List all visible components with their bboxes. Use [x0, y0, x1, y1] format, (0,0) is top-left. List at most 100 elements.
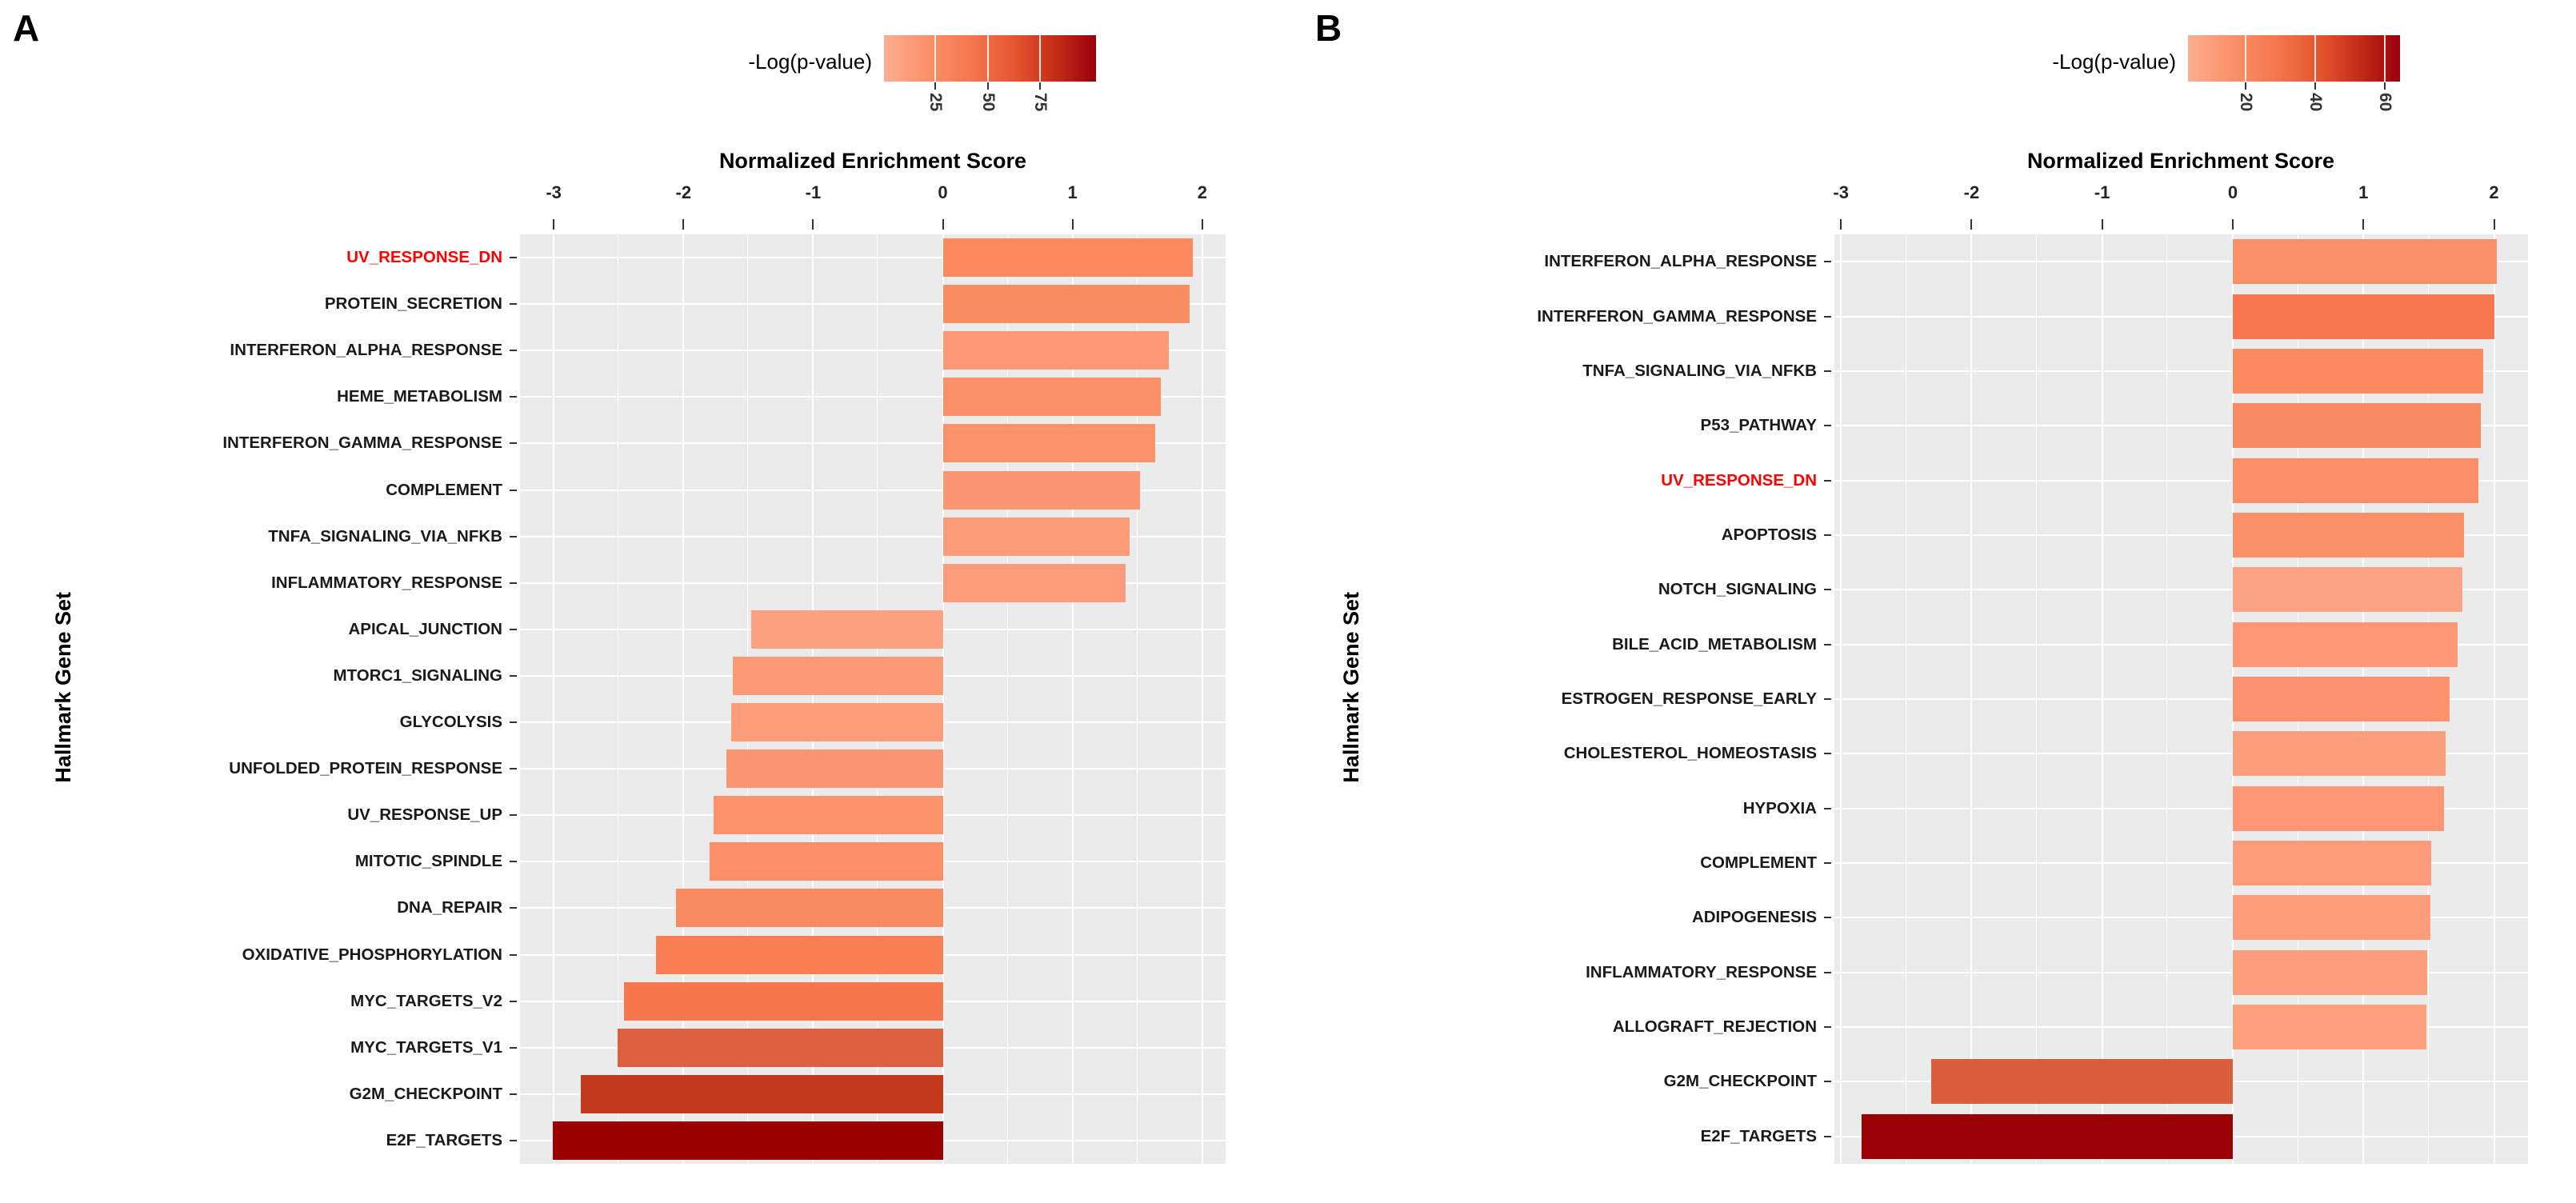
y-tick — [510, 396, 517, 398]
x-tick-label: 2 — [2489, 182, 2499, 202]
x-tick-mark — [2362, 219, 2365, 230]
y-tick — [1824, 425, 1831, 427]
bar-INTERFERON_ALPHA_RESPONSE — [2232, 239, 2497, 285]
bar-MYC_TARGETS_V2 — [623, 981, 943, 1021]
gridline-major — [1201, 234, 1203, 1164]
y-label-UNFOLDED_PROTEIN_RESPONSE: UNFOLDED_PROTEIN_RESPONSE — [229, 759, 502, 778]
legend-tick-mark — [2244, 82, 2246, 90]
y-label-TNFA_SIGNALING_VIA_NFKB: TNFA_SIGNALING_VIA_NFKB — [1582, 361, 1817, 380]
y-tick — [510, 721, 517, 724]
y-label-INFLAMMATORY_RESPONSE: INFLAMMATORY_RESPONSE — [271, 573, 502, 592]
x-tick-mark — [682, 219, 685, 230]
y-label-UV_RESPONSE_UP: UV_RESPONSE_UP — [347, 805, 502, 825]
y-label-MTORC1_SIGNALING: MTORC1_SIGNALING — [333, 665, 502, 685]
y-axis-title: Hallmark Gene Set — [51, 592, 75, 783]
gridline-row — [520, 396, 1226, 398]
x-tick-label: 2 — [1197, 182, 1207, 202]
y-tick — [1824, 862, 1831, 865]
y-label-BILE_ACID_METABOLISM: BILE_ACID_METABOLISM — [1612, 634, 1817, 653]
bar-INFLAMMATORY_RESPONSE — [2232, 949, 2428, 995]
gridline-row — [1834, 643, 2528, 645]
gridline-row — [1834, 971, 2528, 973]
legend-colorbar — [884, 35, 1096, 82]
gridline-row — [1834, 315, 2528, 318]
legend-tick-mark — [1038, 82, 1041, 90]
legend-tick-label: 25 — [926, 93, 945, 112]
x-tick-mark — [1201, 219, 1203, 230]
gridline-major — [1071, 234, 1074, 1164]
y-tick — [510, 768, 517, 770]
y-label-NOTCH_SIGNALING: NOTCH_SIGNALING — [1658, 580, 1817, 599]
gridline-row — [1834, 917, 2528, 919]
y-label-INTERFERON_GAMMA_RESPONSE: INTERFERON_GAMMA_RESPONSE — [1537, 306, 1817, 326]
bar-APICAL_JUNCTION — [750, 609, 943, 649]
bar-CHOLESTEROL_HOMEOSTASIS — [2232, 731, 2446, 777]
bar-ESTROGEN_RESPONSE_EARLY — [2232, 677, 2450, 721]
gridline-row — [520, 350, 1226, 352]
x-tick-mark — [2231, 219, 2234, 230]
y-tick — [1824, 643, 1831, 645]
y-tick — [510, 1139, 517, 1141]
y-label-INFLAMMATORY_RESPONSE: INFLAMMATORY_RESPONSE — [1586, 962, 1817, 981]
x-tick-mark — [1071, 219, 1074, 230]
panel-b: B -Log(p-value) Normalized Enrichment Sc… — [1288, 0, 2576, 1203]
y-label-MYC_TARGETS_V1: MYC_TARGETS_V1 — [350, 1037, 502, 1057]
gridline-minor — [877, 234, 878, 1164]
y-label-PROTEIN_SECRETION: PROTEIN_SECRETION — [324, 294, 502, 314]
y-tick — [510, 674, 517, 677]
y-tick — [1824, 698, 1831, 700]
x-tick-label: 1 — [1067, 182, 1078, 202]
legend-tick-mark — [986, 82, 989, 90]
y-label-CHOLESTEROL_HOMEOSTASIS: CHOLESTEROL_HOMEOSTASIS — [1563, 744, 1817, 763]
legend-title: -Log(p-value) — [748, 50, 872, 74]
y-label-E2F_TARGETS: E2F_TARGETS — [1700, 1126, 1817, 1145]
bar-GLYCOLYSIS — [731, 703, 943, 742]
y-tick — [1824, 1135, 1831, 1137]
y-tick — [1824, 971, 1831, 973]
legend-tick-line — [934, 35, 936, 82]
legend-tick-line — [2384, 35, 2386, 82]
bar-PROTEIN_SECRETION — [942, 285, 1190, 324]
y-tick — [510, 442, 517, 445]
y-label-GLYCOLYSIS: GLYCOLYSIS — [399, 713, 502, 732]
gridline-row — [1834, 698, 2528, 700]
gridline-row — [1834, 370, 2528, 372]
y-tick — [510, 628, 517, 630]
x-tick-mark — [942, 219, 944, 230]
y-label-P53_PATHWAY: P53_PATHWAY — [1700, 416, 1817, 435]
gridline-major — [942, 234, 944, 1164]
y-label-HEME_METABOLISM: HEME_METABOLISM — [337, 387, 502, 406]
y-label-G2M_CHECKPOINT: G2M_CHECKPOINT — [349, 1084, 502, 1103]
x-tick-label: 0 — [938, 182, 948, 202]
bar-INFLAMMATORY_RESPONSE — [942, 563, 1126, 602]
y-tick — [510, 907, 517, 909]
y-tick — [510, 535, 517, 538]
gridline-row — [1834, 753, 2528, 755]
bar-UV_RESPONSE_UP — [713, 796, 943, 835]
y-label-HYPOXIA: HYPOXIA — [1742, 798, 1817, 817]
bar-G2M_CHECKPOINT — [1930, 1059, 2233, 1105]
y-tick — [1824, 917, 1831, 919]
legend-tick-mark — [2384, 82, 2386, 90]
gridline-major — [812, 234, 814, 1164]
bar-TNFA_SIGNALING_VIA_NFKB — [942, 517, 1130, 556]
x-tick-mark — [2493, 219, 2495, 230]
gridline-row — [1834, 807, 2528, 809]
plot-area — [520, 234, 1226, 1164]
gridline-row — [520, 489, 1226, 491]
legend-colorbar — [2188, 35, 2400, 82]
y-label-UV_RESPONSE_DN: UV_RESPONSE_DN — [1661, 470, 1817, 490]
y-label-INTERFERON_GAMMA_RESPONSE: INTERFERON_GAMMA_RESPONSE — [222, 434, 502, 453]
y-tick — [510, 582, 517, 584]
gridline-row — [1834, 862, 2528, 865]
y-label-APICAL_JUNCTION: APICAL_JUNCTION — [348, 619, 503, 638]
y-label-UV_RESPONSE_DN: UV_RESPONSE_DN — [346, 248, 502, 267]
legend-tick-label: 75 — [1030, 93, 1050, 112]
y-tick — [510, 303, 517, 306]
legend-tick-label: 50 — [978, 93, 998, 112]
bar-ADIPOGENESIS — [2232, 895, 2430, 941]
gridline-row — [520, 303, 1226, 306]
legend-tick-mark — [934, 82, 936, 90]
y-tick — [1824, 807, 1831, 809]
legend-tick-line — [986, 35, 989, 82]
